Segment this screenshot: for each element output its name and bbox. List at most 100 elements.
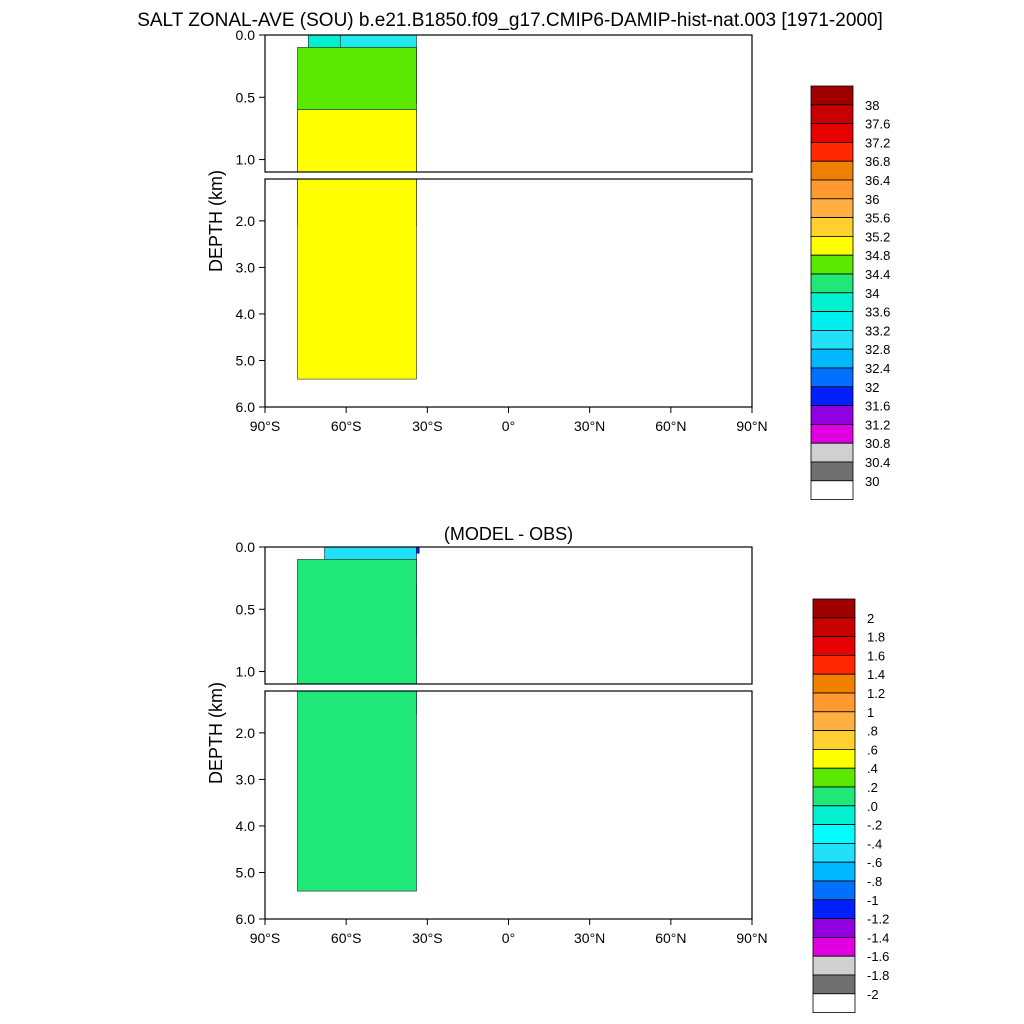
- y-tick-label: 2.0: [236, 725, 256, 741]
- y-axis-label: DEPTH (km): [206, 170, 226, 272]
- colorbar-box: [812, 880, 856, 901]
- colorbar-label: 36.4: [865, 173, 890, 188]
- colorbar-box: [812, 767, 856, 788]
- x-tick-label: 0°: [502, 930, 515, 946]
- y-tick-label: 0.0: [236, 539, 256, 555]
- colorbar-label: 1.6: [867, 648, 885, 663]
- colorbar-box: [812, 899, 856, 919]
- y-axis-label: DEPTH (km): [206, 682, 226, 784]
- colorbar-label: -1: [867, 893, 879, 908]
- y-tick-label: 1.0: [236, 664, 256, 680]
- x-tick-label: 90°N: [736, 418, 767, 434]
- colorbar-label: -.2: [867, 818, 882, 833]
- colorbar-box: [810, 386, 854, 406]
- colorbar-label: -1.4: [867, 930, 889, 945]
- y-tick-label: 4.0: [236, 818, 256, 834]
- lower-fill: [297, 179, 417, 380]
- y-tick-label: 5.0: [236, 352, 256, 368]
- x-tick-label: 30°S: [412, 930, 443, 946]
- colorbar-box: [810, 235, 854, 256]
- y-tick-label: 3.0: [236, 771, 256, 787]
- colorbar-label: .6: [867, 742, 878, 757]
- colorbar-label: 35.2: [865, 229, 890, 244]
- colorbar-box: [810, 123, 854, 143]
- colorbar-label: -.6: [867, 855, 882, 870]
- colorbar-box: [812, 786, 856, 807]
- colorbar-box: [810, 292, 854, 312]
- colorbar-box: [812, 730, 856, 750]
- colorbar-box: [810, 198, 854, 219]
- colorbar-label: 30.4: [865, 455, 890, 470]
- x-tick-label: 30°N: [574, 418, 605, 434]
- colorbar-label: 1.8: [867, 630, 885, 645]
- x-tick-label: 60°S: [331, 418, 362, 434]
- colorbar-label: 37.2: [865, 135, 890, 150]
- top-panel: 0.0 0.5 1.0 2.0 3.0 4.0 5.0 6.0 DEPTH (km) 90°S 60…: [206, 27, 890, 500]
- colorbar-box: [810, 405, 854, 425]
- colorbar-box: [812, 711, 856, 731]
- colorbar-box: [812, 937, 856, 957]
- y-tick-label: 0.5: [236, 601, 256, 617]
- colorbar-label: -.4: [867, 836, 882, 851]
- x-tick-label: 60°S: [331, 930, 362, 946]
- colorbar-box: [812, 955, 856, 976]
- x-tick-label: 60°N: [655, 930, 686, 946]
- colorbar-label: -2: [867, 987, 879, 1002]
- colorbar-box: [812, 749, 856, 769]
- region-0_0_0_2: [297, 691, 417, 892]
- colorbar-label: 2: [867, 611, 874, 626]
- colorbar-box: [810, 442, 854, 463]
- colorbar-label: 32.8: [865, 342, 890, 357]
- colorbar-label: 1.4: [867, 667, 885, 682]
- colorbar-label: 31.6: [865, 399, 890, 414]
- colorbar-box: [812, 598, 856, 619]
- region-_1_0_to_0_8: [416, 547, 420, 554]
- colorbar-box: [810, 311, 854, 331]
- colorbar-label: 32.4: [865, 361, 890, 376]
- x-tick-label: 90°S: [250, 930, 281, 946]
- upper-fill: [297, 547, 420, 684]
- colorbar-box: [810, 160, 854, 181]
- colorbar-box: [812, 918, 856, 938]
- colorbar-box: [810, 329, 854, 350]
- colorbar-box: [810, 367, 854, 388]
- colorbar-box: [812, 974, 856, 995]
- colorbar-label: 33.6: [865, 305, 890, 320]
- colorbar-box: [812, 824, 856, 844]
- colorbar-label: 33.2: [865, 323, 890, 338]
- colorbar-label: 38: [865, 98, 879, 113]
- colorbar-box: [810, 85, 854, 106]
- colorbar-box: [810, 179, 854, 200]
- upper-frame: [264, 546, 753, 685]
- y-tick-label: 6.0: [236, 399, 256, 415]
- colorbar-label: 1: [867, 705, 874, 720]
- colorbar-label: 1.2: [867, 686, 885, 701]
- x-tick-label: 30°N: [574, 930, 605, 946]
- x-tick-label: 0°: [502, 418, 515, 434]
- colorbar-box: [810, 273, 854, 294]
- colorbar-box: [812, 673, 856, 694]
- colorbar-label: 30: [865, 474, 879, 489]
- colorbar-box: [812, 617, 856, 637]
- colorbar-box: [810, 348, 854, 369]
- y-tick-label: 3.0: [236, 259, 256, 275]
- colorbar-label: -1.2: [867, 912, 889, 927]
- y-tick-label: 2.0: [236, 213, 256, 229]
- y-tick-label: 0.0: [236, 27, 256, 43]
- colorbar-label: -.8: [867, 874, 882, 889]
- colorbar-label: 31.2: [865, 417, 890, 432]
- y-tick-label: 0.5: [236, 89, 256, 105]
- panel-title: (MODEL - OBS): [444, 524, 573, 544]
- colorbar-box: [810, 217, 854, 237]
- colorbar-label: 34.8: [865, 248, 890, 263]
- x-tick-label: 30°S: [412, 418, 443, 434]
- colorbar-box: [812, 993, 856, 1013]
- chart-title: SALT ZONAL-AVE (SOU) b.e21.B1850.f09_g17…: [137, 10, 883, 31]
- upper-fill: [297, 35, 417, 172]
- colorbar-box: [812, 692, 856, 713]
- colorbar-label: .4: [867, 761, 878, 776]
- y-tick-label: 1.0: [236, 152, 256, 168]
- colorbar-box: [810, 423, 854, 444]
- colorbar-box: [810, 104, 854, 125]
